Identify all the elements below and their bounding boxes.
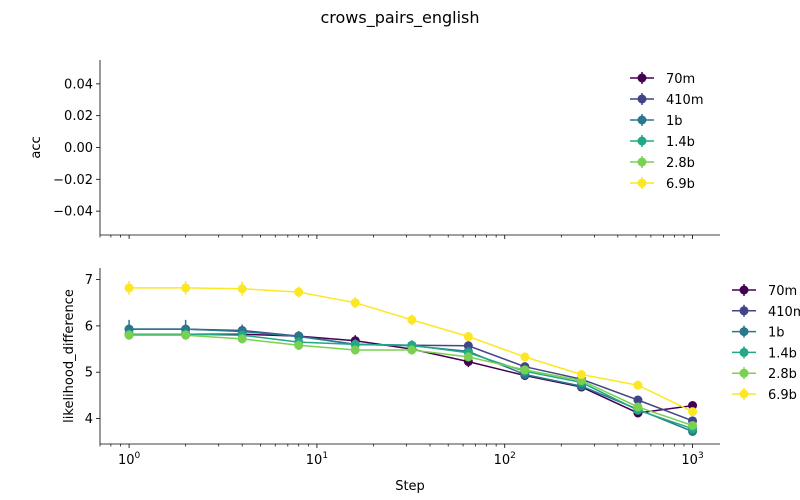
data-point-2.8b (633, 402, 643, 412)
figure-title: crows_pairs_english (320, 8, 479, 28)
legend-marker-2.8b (637, 157, 647, 167)
data-point-2.8b (520, 365, 530, 375)
y-tick-label: −0.04 (53, 205, 93, 220)
legend-marker-1.4b (637, 136, 647, 146)
y-tick-label: 6 (85, 319, 93, 334)
legend-marker-70m (637, 73, 647, 83)
x-tick-exponent: 1 (322, 451, 328, 461)
x-tick-base: 10 (118, 453, 135, 468)
data-point-6.9b (633, 380, 643, 390)
legend-marker-6.9b (637, 178, 647, 188)
y-axis-label: acc (29, 136, 44, 158)
y-tick-label: 4 (85, 412, 93, 427)
x-tick-base: 10 (494, 453, 511, 468)
x-tick-label: 101 (306, 451, 328, 468)
legend-label-1b: 1b (666, 114, 683, 129)
legend-label-2.8b: 2.8b (768, 367, 797, 382)
legend-label-70m: 70m (666, 72, 695, 87)
top-panel: −0.04 −0.02 0.00 0.02 0.04 acc 70m 410m 1b 1.4b 2.… (29, 60, 720, 239)
legend-marker-1b (637, 115, 647, 125)
legend-label-1.4b: 1.4b (768, 346, 797, 361)
data-point-2.8b (181, 330, 191, 340)
data-point-6.9b (688, 407, 698, 417)
x-axis-label: Step (395, 479, 425, 494)
data-point-6.9b (237, 284, 247, 294)
data-point-6.9b (294, 287, 304, 297)
x-tick-exponent: 2 (510, 451, 516, 461)
legend-marker-70m (739, 285, 749, 295)
legend-label-1.4b: 1.4b (666, 135, 695, 150)
data-point-2.8b (407, 345, 417, 355)
legend-label-6.9b: 6.9b (666, 177, 695, 192)
data-point-6.9b (124, 283, 134, 293)
legend-marker-6.9b (739, 389, 749, 399)
x-tick-label: 102 (494, 451, 516, 468)
data-point-6.9b (407, 315, 417, 325)
data-point-2.8b (350, 345, 360, 355)
legend-label-70m: 70m (768, 284, 797, 299)
x-tick-exponent: 0 (134, 451, 140, 461)
x-tick-base: 10 (681, 453, 698, 468)
data-point-2.8b (463, 352, 473, 362)
x-tick-exponent: 3 (698, 451, 704, 461)
data-point-6.9b (350, 298, 360, 308)
y-axis-label: likelihood_difference (62, 289, 77, 423)
y-tick-label: 0.00 (64, 141, 93, 156)
y-tick-label: 7 (85, 273, 93, 288)
y-tick-label: −0.02 (53, 173, 93, 188)
legend-marker-1.4b (739, 347, 749, 357)
data-point-2.8b (237, 334, 247, 344)
y-tick-label: 0.02 (64, 109, 93, 124)
legend-marker-2.8b (739, 368, 749, 378)
data-point-6.9b (463, 332, 473, 342)
data-point-6.9b (181, 283, 191, 293)
x-tick-base: 10 (306, 453, 323, 468)
data-point-2.8b (688, 420, 698, 430)
legend-label-410m: 410m (666, 93, 703, 108)
x-tick-label: 103 (681, 451, 703, 468)
legend-marker-1b (739, 327, 749, 337)
data-point-2.8b (124, 330, 134, 340)
legend-label-6.9b: 6.9b (768, 388, 797, 403)
legend-marker-410m (739, 306, 749, 316)
legend-label-410m: 410m (768, 305, 800, 320)
data-point-6.9b (576, 370, 586, 380)
data-point-410m (633, 395, 643, 405)
y-tick-label: 0.04 (64, 77, 93, 92)
y-tick-label: 5 (85, 366, 93, 381)
legend-label-1b: 1b (768, 326, 785, 341)
data-point-6.9b (520, 352, 530, 362)
legend-label-2.8b: 2.8b (666, 156, 695, 171)
x-tick-label: 100 (118, 451, 141, 468)
data-point-2.8b (294, 340, 304, 350)
legend-marker-410m (637, 94, 647, 104)
